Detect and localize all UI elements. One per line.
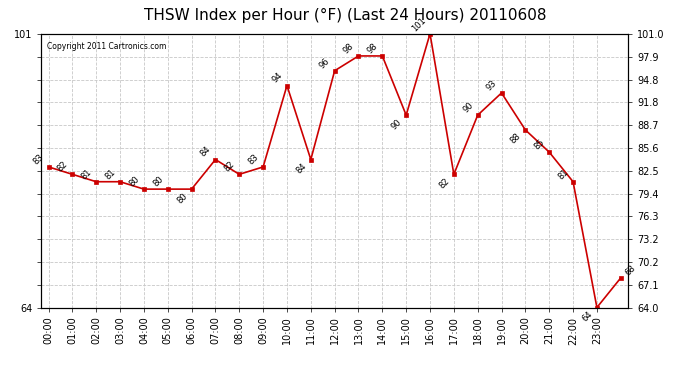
Text: THSW Index per Hour (°F) (Last 24 Hours) 20110608: THSW Index per Hour (°F) (Last 24 Hours)…	[144, 8, 546, 22]
Text: 93: 93	[485, 78, 499, 92]
Text: 84: 84	[199, 145, 213, 159]
Text: 81: 81	[104, 167, 117, 181]
Text: 98: 98	[342, 41, 356, 55]
Text: Copyright 2011 Cartronics.com: Copyright 2011 Cartronics.com	[47, 42, 167, 51]
Text: 94: 94	[270, 71, 284, 85]
Text: 81: 81	[556, 167, 571, 181]
Text: 85: 85	[533, 138, 546, 152]
Text: 88: 88	[509, 132, 522, 146]
Text: 90: 90	[461, 100, 475, 114]
Text: 80: 80	[175, 191, 189, 205]
Text: 82: 82	[56, 160, 70, 174]
Text: 81: 81	[79, 167, 93, 181]
Text: 90: 90	[390, 117, 404, 131]
Text: 82: 82	[223, 160, 237, 174]
Text: 98: 98	[366, 41, 380, 55]
Text: 101: 101	[410, 15, 427, 33]
Text: 64: 64	[580, 309, 594, 323]
Text: 83: 83	[32, 152, 46, 166]
Text: 83: 83	[246, 152, 260, 166]
Text: 96: 96	[318, 56, 332, 70]
Text: 84: 84	[294, 162, 308, 176]
Text: 80: 80	[151, 174, 165, 188]
Text: 80: 80	[127, 174, 141, 188]
Text: 68: 68	[624, 263, 638, 277]
Text: 82: 82	[437, 176, 451, 190]
